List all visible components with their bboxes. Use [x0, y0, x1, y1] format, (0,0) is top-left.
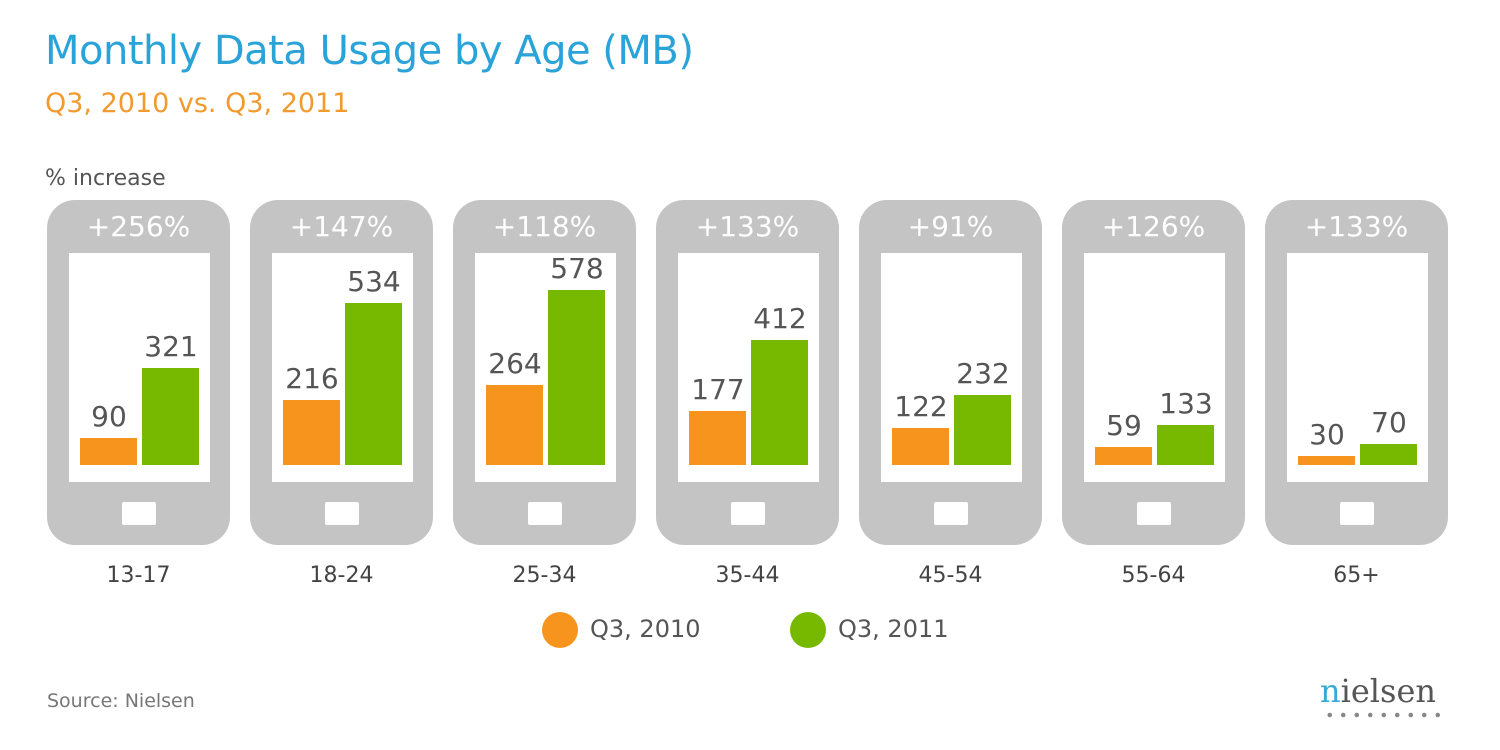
pct-increase-label: +118%	[492, 210, 597, 243]
pct-increase-label: +133%	[695, 210, 800, 243]
pct-increase-label: +147%	[289, 210, 394, 243]
pct-increase-label: +126%	[1101, 210, 1206, 243]
phone-screen: 59 133	[1084, 253, 1225, 482]
x-tick-label: 45-54	[918, 563, 983, 588]
bar-2010	[1095, 447, 1152, 465]
phone-screen: 177 412	[678, 253, 819, 482]
phone-35-44: +133% 177 412	[656, 200, 839, 545]
data-label: 534	[347, 265, 401, 299]
data-label: 90	[91, 399, 127, 433]
chart-subtitle: Q3, 2010 vs. Q3, 2011	[45, 88, 350, 119]
x-tick-label: 18-24	[309, 563, 374, 588]
bar-2010	[80, 437, 137, 465]
data-label: 232	[956, 356, 1010, 390]
pct-increase-label: +133%	[1304, 210, 1409, 243]
bar-2010	[689, 411, 746, 465]
data-label: 264	[488, 347, 542, 381]
phone-13-17: +256% 90 321	[47, 200, 230, 545]
data-label: 70	[1371, 405, 1407, 439]
phone-screen: 90 321	[69, 253, 210, 482]
home-button-icon	[122, 502, 156, 525]
data-label: 59	[1106, 409, 1142, 443]
bar-2010	[486, 385, 543, 465]
data-label: 412	[753, 302, 807, 336]
nielsen-logo: nielsen	[1320, 672, 1436, 710]
x-tick-label: 13-17	[106, 563, 171, 588]
bar-2011	[954, 394, 1011, 465]
data-label: 133	[1159, 386, 1213, 420]
phone-25-34: +118% 264 578	[453, 200, 636, 545]
logo-dots	[1323, 712, 1445, 718]
phone-45-54: +91% 122 232	[859, 200, 1042, 545]
bar-2010	[283, 399, 340, 465]
bar-2011	[345, 303, 402, 465]
x-tick-label: 25-34	[512, 563, 577, 588]
home-button-icon	[325, 502, 359, 525]
legend-marker-2011	[790, 612, 826, 648]
bar-2011	[1360, 443, 1417, 465]
phone-screen: 30 70	[1287, 253, 1428, 482]
legend-label-2010: Q3, 2010	[590, 615, 701, 643]
phone-screen: 216 534	[272, 253, 413, 482]
data-label: 216	[285, 361, 339, 395]
home-button-icon	[1137, 502, 1171, 525]
bar-2010	[1298, 455, 1355, 465]
pct-increase-label: +91%	[907, 210, 994, 243]
phone-55-64: +126% 59 133	[1062, 200, 1245, 545]
legend-label-2011: Q3, 2011	[838, 615, 949, 643]
bar-2011	[548, 290, 605, 465]
phone-screen: 122 232	[881, 253, 1022, 482]
data-label: 578	[550, 252, 604, 285]
bar-2011	[142, 367, 199, 465]
percent-increase-label: % increase	[45, 166, 166, 191]
data-label: 30	[1309, 417, 1345, 451]
phone-65+: +133% 30 70	[1265, 200, 1448, 545]
bar-2011	[1157, 424, 1214, 465]
legend-marker-2010	[542, 612, 578, 648]
x-tick-label: 65+	[1333, 563, 1380, 588]
home-button-icon	[528, 502, 562, 525]
chart-title: Monthly Data Usage by Age (MB)	[45, 28, 694, 74]
source-note: Source: Nielsen	[47, 690, 195, 712]
bar-2010	[892, 428, 949, 465]
home-button-icon	[934, 502, 968, 525]
phone-screen: 264 578	[475, 252, 616, 482]
data-label: 321	[144, 329, 198, 363]
x-tick-label: 35-44	[715, 563, 780, 588]
home-button-icon	[1340, 502, 1374, 525]
data-label: 122	[894, 390, 948, 424]
x-tick-label: 55-64	[1121, 563, 1186, 588]
home-button-icon	[731, 502, 765, 525]
pct-increase-label: +256%	[86, 210, 191, 243]
data-label: 177	[691, 373, 745, 407]
bar-2011	[751, 340, 808, 465]
phone-18-24: +147% 216 534	[250, 200, 433, 545]
